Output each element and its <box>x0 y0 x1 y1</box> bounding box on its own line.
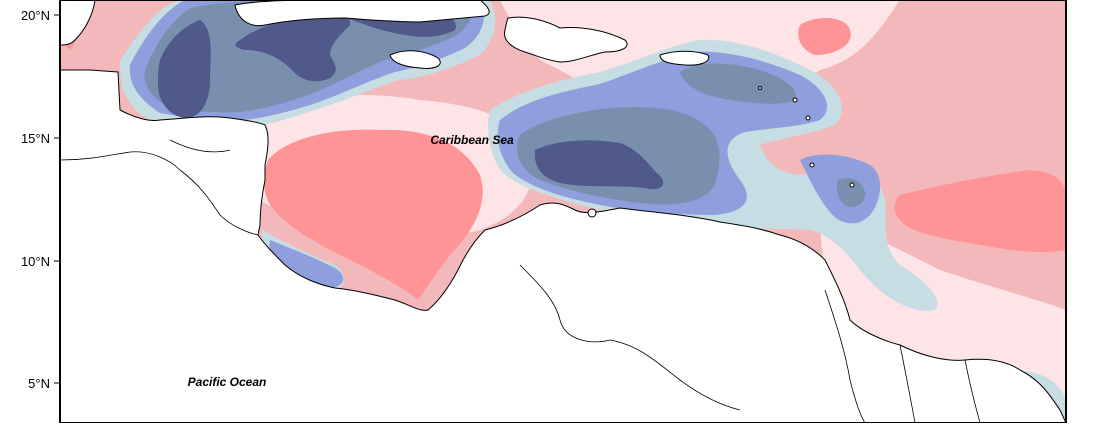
field-positive-patch <box>894 170 1066 253</box>
lat-tick-label: 20°N <box>21 8 50 23</box>
field-negative <box>836 178 866 208</box>
land-hispaniola <box>503 16 628 63</box>
label-pacific-ocean: Pacific Ocean <box>188 375 267 389</box>
field-strong-negative <box>235 10 351 82</box>
field-positive-patch <box>798 18 851 55</box>
land-layer <box>59 0 1067 424</box>
land-jamaica <box>389 50 441 69</box>
field-strong-negative <box>534 140 664 190</box>
lat-tick-label: 10°N <box>21 254 50 269</box>
field-moderate-negative <box>269 240 344 288</box>
land-islet <box>849 182 855 188</box>
land-florida <box>59 0 96 46</box>
lat-tick-label: 15°N <box>21 131 50 146</box>
land-islet <box>758 86 762 90</box>
land-puerto-rico <box>659 50 710 66</box>
lat-tick-label: 5°N <box>28 376 50 391</box>
lat-axis: 20°N 15°N 10°N 5°N <box>21 8 60 391</box>
field-strong-negative <box>158 20 211 118</box>
land-islet <box>805 115 811 121</box>
land-islet <box>587 208 597 218</box>
field-positive-patch <box>263 129 483 300</box>
field-negative <box>680 63 796 104</box>
country-borders <box>59 139 981 424</box>
land-islet <box>809 162 815 168</box>
land-yucatan <box>59 69 1067 424</box>
label-caribbean-sea: Caribbean Sea <box>430 133 514 147</box>
land-islet <box>792 97 798 103</box>
